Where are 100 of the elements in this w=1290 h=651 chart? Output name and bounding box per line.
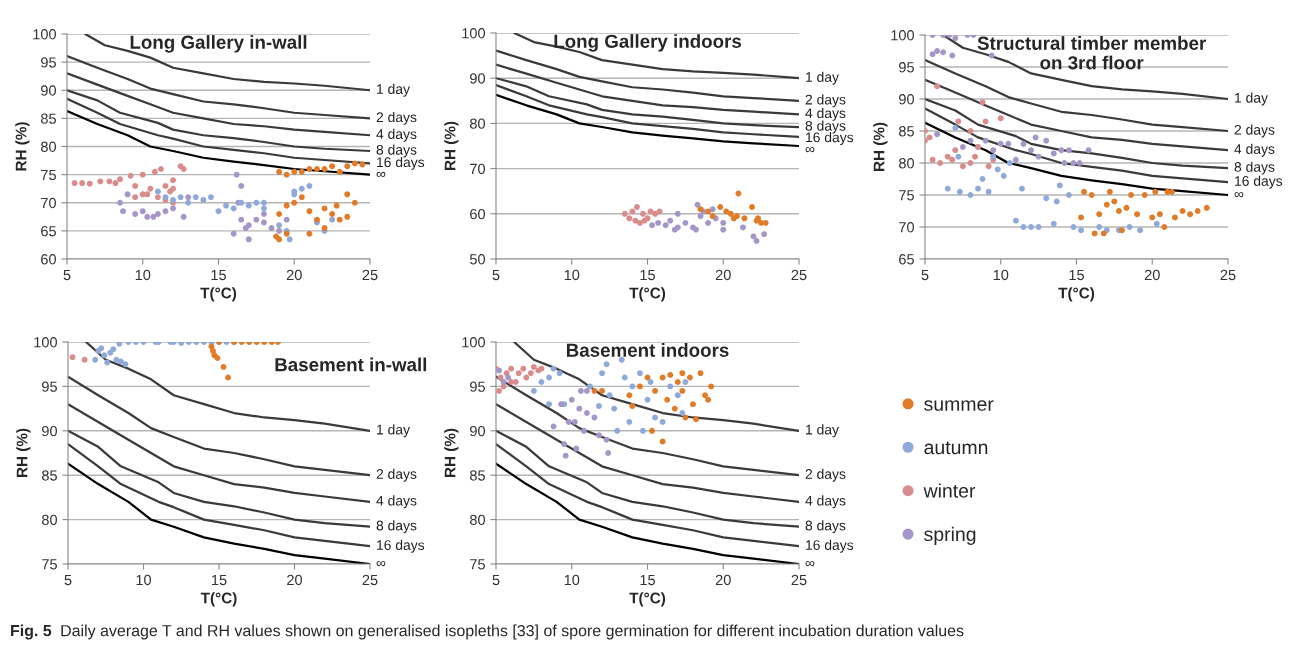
x-tick-label: 5: [64, 574, 72, 586]
series-label: 8 days: [805, 520, 846, 534]
series-label: 8 days: [376, 144, 417, 158]
x-axis-title: T(°C): [629, 592, 666, 607]
series-label: ∞: [805, 146, 815, 153]
series-label: ∞: [376, 560, 386, 567]
series-label: 1 day: [377, 83, 410, 97]
x-axis-title: T(°C): [200, 592, 237, 607]
x-tick-label: 10: [993, 269, 1009, 281]
x-tick-label: 25: [791, 574, 807, 586]
x-tick-label: 10: [564, 574, 580, 586]
x-tick-label: 25: [362, 269, 378, 281]
y-tick-label: 80: [42, 514, 58, 526]
x-tick-label: 15: [640, 269, 655, 281]
y-axis-title: RH (%): [444, 121, 459, 171]
text: Daily average T and RH values shown on generalised isopleths [33] of spore germination for different incubation duration values: [61, 624, 964, 640]
series-label: ∞: [805, 560, 815, 567]
x-axis-title: T(°C): [1058, 287, 1095, 302]
series-label: 2 days: [376, 111, 417, 125]
chart-title: Structural timber member on 3rd floor: [977, 36, 1206, 70]
y-tick-label: 90: [470, 73, 486, 84]
y-tick-label: 80: [41, 141, 57, 152]
legend-label: spring: [924, 526, 976, 545]
y-tick-label: 100: [33, 29, 57, 40]
y-tick-label: 70: [899, 222, 915, 233]
y-tick-label: 75: [470, 559, 485, 570]
series-label: 2 days: [376, 468, 417, 482]
x-tick-label: 5: [492, 269, 500, 281]
y-axis-title: RH (%): [15, 122, 30, 171]
y-tick-label: 65: [899, 254, 914, 265]
x-tick-label: 25: [791, 269, 807, 281]
chart-title: Long Gallery in-wall: [130, 35, 307, 53]
y-axis-title: RH (%): [444, 428, 459, 478]
y-tick-label: 75: [899, 190, 914, 201]
x-tick-label: 20: [715, 574, 731, 586]
x-tick-label: 15: [640, 574, 655, 586]
series-label: 16 days: [377, 156, 425, 170]
y-tick-label: 95: [42, 381, 57, 392]
series-label: 4 days: [376, 495, 417, 509]
x-tick-label: 15: [211, 269, 226, 281]
x-tick-label: 5: [63, 269, 71, 281]
x-tick-label: 10: [564, 269, 580, 281]
series-label: 2 days: [805, 468, 846, 482]
x-tick-label: 20: [1144, 269, 1160, 281]
legend-label: winter: [923, 483, 976, 498]
y-tick-label: 70: [41, 197, 57, 209]
y-tick-label: 85: [470, 470, 485, 481]
text: Basement in-wall: [275, 357, 427, 372]
y-tick-label: 60: [41, 254, 57, 265]
y-tick-label: 85: [899, 126, 914, 137]
x-axis-title: T(°C): [200, 287, 237, 302]
series-label: 1 day: [806, 424, 839, 438]
y-tick-label: 80: [470, 514, 486, 526]
series-label: ∞: [1234, 191, 1244, 198]
series-label: 4 days: [376, 128, 417, 142]
y-tick-label: 100: [462, 28, 486, 39]
series-label: 8 days: [376, 520, 417, 534]
y-tick-label: 95: [899, 62, 914, 73]
x-tick-label: 20: [287, 574, 303, 586]
y-tick-label: 90: [41, 85, 57, 96]
series-label: 1 day: [1235, 92, 1268, 106]
y-tick-label: 90: [899, 94, 915, 105]
y-tick-label: 95: [470, 381, 485, 392]
legend-label: summer: [924, 400, 994, 411]
series-label: 4 days: [805, 495, 846, 509]
y-tick-label: 95: [41, 57, 56, 68]
series-label: 16 days: [377, 539, 425, 553]
y-tick-label: 90: [470, 425, 486, 437]
x-axis-title: T(°C): [629, 287, 666, 302]
y-tick-label: 75: [42, 559, 57, 570]
y-tick-label: 80: [470, 118, 486, 129]
chart-title: Long Gallery indoors: [554, 34, 742, 52]
x-tick-label: 10: [136, 574, 152, 586]
y-tick-label: 60: [470, 208, 486, 220]
series-label: 4 days: [805, 107, 846, 121]
series-label: 1 day: [806, 71, 839, 85]
y-tick-label: 75: [41, 169, 56, 181]
series-label: 1 day: [377, 424, 410, 438]
y-tick-label: 80: [899, 158, 915, 169]
y-tick-label: 100: [34, 337, 58, 348]
chart-title: Basement indoors: [566, 343, 729, 357]
series-label: ∞: [376, 171, 386, 178]
y-tick-label: 50: [469, 254, 486, 265]
y-tick-label: 85: [41, 113, 56, 124]
x-tick-label: 5: [921, 269, 929, 281]
series-label: 2 days: [1234, 124, 1275, 138]
series-label: 2 days: [805, 94, 846, 108]
x-tick-label: 20: [715, 269, 731, 281]
y-tick-label: 100: [891, 30, 915, 41]
series-label: 16 days: [806, 539, 854, 553]
y-tick-label: 100: [462, 337, 486, 348]
y-tick-label: 90: [42, 425, 58, 437]
y-tick-label: 65: [41, 225, 56, 237]
series-label: 16 days: [806, 132, 854, 145]
x-tick-label: 15: [212, 574, 227, 586]
x-tick-label: 20: [286, 269, 302, 281]
legend-label: autumn: [924, 441, 988, 455]
y-axis-title: RH (%): [873, 122, 888, 172]
caption: Fig. 5: [11, 624, 52, 640]
y-axis-title: RH (%): [16, 428, 31, 478]
